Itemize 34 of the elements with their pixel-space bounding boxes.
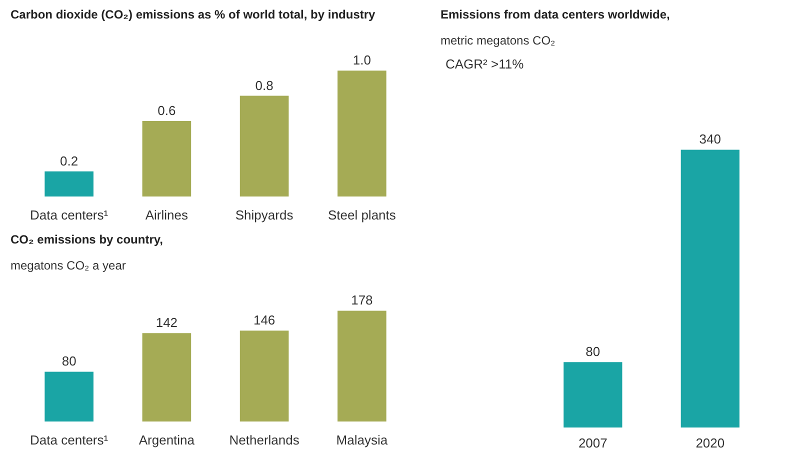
data-label: 1.0 [352,52,371,68]
data-label: 340 [699,132,722,147]
chart-title: Carbon dioxide (CO₂) emissions as % of world total, by industry [10,8,376,22]
data-label: 0.8 [255,78,274,93]
chart-title: Emissions from data centers worldwide, [440,8,670,22]
data-label: 142 [156,315,178,330]
data-label: 80 [586,344,600,360]
bar [44,171,94,196]
chart-subtitle: megatons CO₂ a year [10,258,126,272]
bar [338,70,386,196]
bar [240,330,289,422]
data-label: 0.6 [158,102,176,118]
x-tick-label: Netherlands [229,432,300,448]
bar [142,120,192,196]
data-label: 80 [62,354,76,369]
x-tick-label: Data centers¹ [30,432,109,448]
data-label: 0.2 [60,153,78,168]
chart-title: CO₂ emissions by country, [10,232,163,246]
bar [240,96,289,196]
bar [338,310,386,422]
x-tick-label: Airlines [145,208,189,222]
bar [142,333,192,422]
x-tick-label: 2007 [578,436,608,450]
x-tick-label: Argentina [138,432,196,448]
x-tick-label: Malaysia [336,432,388,448]
x-tick-label: Shipyards [235,208,294,222]
text: CAGR² >11% [446,56,524,72]
data-label: 178 [351,292,373,308]
x-tick-label: Data centers¹ [30,208,109,222]
data-label: 146 [253,312,276,328]
bar [44,372,94,422]
x-tick-label: Steel plants [328,208,396,222]
chart-subtitle: metric megatons CO₂ [440,34,556,48]
x-tick-label: 2020 [696,436,725,450]
